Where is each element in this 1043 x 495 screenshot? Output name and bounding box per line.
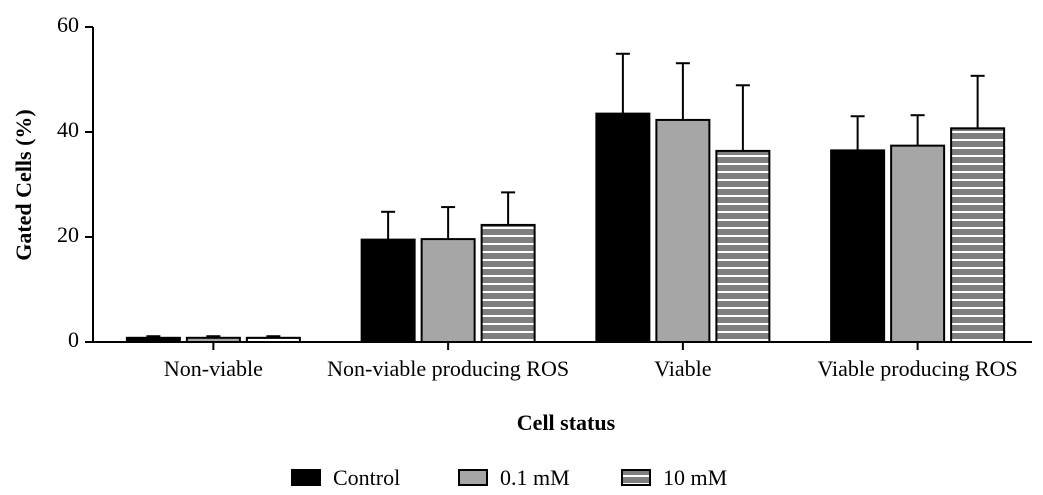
legend-label: Control xyxy=(333,465,400,490)
bar xyxy=(245,336,301,343)
bar xyxy=(185,336,241,343)
legend-swatch xyxy=(458,469,488,486)
legend: Control 0.1 mM 10 mM xyxy=(291,465,727,490)
x-tick-label: Viable producing ROS xyxy=(817,356,1017,381)
bar xyxy=(420,238,476,344)
bar xyxy=(830,149,886,343)
y-tick-label: 40 xyxy=(57,117,79,142)
bar xyxy=(360,238,416,343)
legend-label: 10 mM xyxy=(663,465,727,490)
legend-swatch xyxy=(291,469,321,486)
bar xyxy=(715,149,771,343)
y-tick-label: 0 xyxy=(68,327,79,352)
x-tick-label: Viable xyxy=(654,356,711,381)
plot-area: 0 20 40 60 Non-viable Non-viable producing RO… xyxy=(57,12,1032,381)
x-tick-label: Non-viable producing ROS xyxy=(327,356,569,381)
bar xyxy=(890,144,946,343)
legend-label: 0.1 mM xyxy=(500,465,570,490)
y-tick-label: 60 xyxy=(57,12,79,37)
y-axis-title: Gated Cells (%) xyxy=(11,109,36,261)
legend-swatch xyxy=(621,469,651,486)
bar xyxy=(480,223,536,343)
bar xyxy=(125,336,181,343)
bar xyxy=(950,127,1006,343)
bar xyxy=(595,112,651,343)
y-tick-label: 20 xyxy=(57,222,79,247)
x-axis-title: Cell status xyxy=(517,410,616,435)
bar xyxy=(655,118,711,343)
x-tick-label: Non-viable xyxy=(164,356,263,381)
